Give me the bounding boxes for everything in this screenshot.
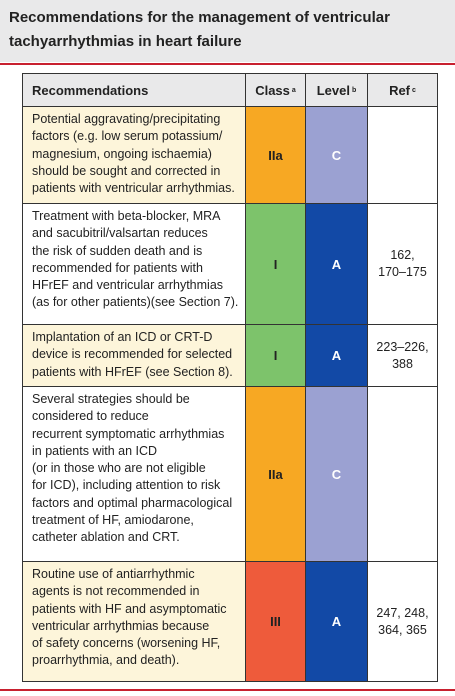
header-cell: Class a [245,73,306,107]
level-cell: A [305,203,368,325]
ref-line: 223–226, [376,339,429,354]
class-value: IIa [268,147,283,163]
class-cell: I [245,203,306,325]
class-cell: I [245,324,306,387]
recommendation-line: catheter ablation and CRT. [32,530,180,545]
recommendation-line: Several strategies should be [32,392,190,406]
ref-cell [367,386,438,562]
recommendation-line: (or in those who are not eligible [32,461,206,476]
ref-cell: 223–226, 388 [367,324,438,387]
class-cell: IIa [245,386,306,562]
recommendation-line: patients with ventricular arrhythmias. [32,181,235,196]
header-sup: a [291,86,296,94]
recommendation-line: proarrhythmia, and death). [32,653,180,668]
recommendation-cell: Implantation of an ICD or CRT-D device is… [22,324,246,387]
recommendation-cell: Several strategies should be considered t… [22,386,246,562]
recommendation-line: in patients with an ICD [32,443,158,458]
level-value: A [331,256,342,272]
recommendation-line: recurrent symptomatic arrhythmias [32,426,225,441]
recommendation-line: recommended for patients with [32,260,203,275]
class-value: I [273,348,278,363]
recommendation-cell: Treatment with beta-blocker, MRA and sacu… [22,203,246,325]
rule [0,689,455,691]
ref-line: 170–175 [378,265,427,279]
class-value: IIa [268,466,283,482]
level-value: C [331,466,342,482]
recommendation-line: agents is not recommended in [32,584,200,599]
level-value: A [331,614,342,629]
class-cell: III [245,561,306,682]
recommendation-line: and sacubitril/valsartan reduces [32,226,208,241]
class-cell: IIa [245,106,306,204]
level-cell: A [305,324,368,387]
class-value: I [273,256,278,272]
recommendation-line: device is recommended for selected [32,347,233,362]
recommendation-line: considered to reduce [32,409,149,424]
recommendation-line: treatment of HF, amiodarone, [32,513,194,528]
ref-cell [367,106,438,204]
recommendation-line: Implantation of an ICD or CRT-D [32,330,213,344]
recommendation-line: Routine use of antiarrhythmic [32,567,195,581]
ref-line: 388 [392,356,413,371]
recommendation-line: the risk of sudden death and is [32,243,203,258]
header-cell: Level b [305,73,368,107]
header-cell: Recommendations [22,73,246,107]
recommendation-line: factors (e.g. low serum potassium/ [32,129,223,144]
level-value: C [331,147,342,163]
header-text: Ref [389,82,411,98]
recommendation-line: patients with HFrEF (see Section 8). [32,364,233,379]
recommendation-line: should be sought and corrected in [32,163,221,178]
header-text: Level [316,82,350,98]
recommendation-line: ventricular arrhythmias because [32,618,210,633]
ref-cell: 247, 248, 364, 365 [367,561,438,682]
class-value: III [270,614,281,629]
title: tachyarrhythmias in heart failure [9,33,242,50]
ref-cell: 162, 170–175 [367,203,438,325]
rule [0,63,455,65]
level-cell: A [305,561,368,682]
recommendation-line: for ICD), including attention to risk [32,478,221,493]
recommendation-line: of safety concerns (worsening HF, [32,636,221,651]
recommendation-line: patients with HF and asymptomatic [32,601,227,616]
recommendation-cell: Potential aggravating/precipitating facto… [22,106,246,204]
level-cell: C [305,386,368,562]
recommendation-line: HFrEF and ventricular arrhythmias [32,278,224,293]
ref-line: 247, 248, [376,605,429,620]
recommendation-line: Treatment with beta-blocker, MRA [32,209,221,223]
level-cell: C [305,106,368,204]
ref-line: 162, [390,248,415,262]
header-sup: c [412,86,416,94]
recommendation-line: factors and optimal pharmacological [32,495,233,510]
header-text: Class [255,82,290,98]
recommendation-line: Potential aggravating/precipitating [32,112,221,126]
level-value: A [331,348,342,363]
ref-line: 364, 365 [378,622,427,637]
title: Recommendations for the management of ve… [9,9,390,26]
header-cell: Ref c [367,73,438,107]
recommendation-line: magnesium, ongoing ischaemia) [32,146,212,161]
header-text: Recommendations [32,82,149,98]
recommendation-line: (as for other patients)(see Section 7). [32,295,239,310]
recommendation-cell: Routine use of antiarrhythmic agents is n… [22,561,246,682]
title-band: Recommendations for the management of ve… [0,0,455,62]
header-sup: b [351,86,357,94]
